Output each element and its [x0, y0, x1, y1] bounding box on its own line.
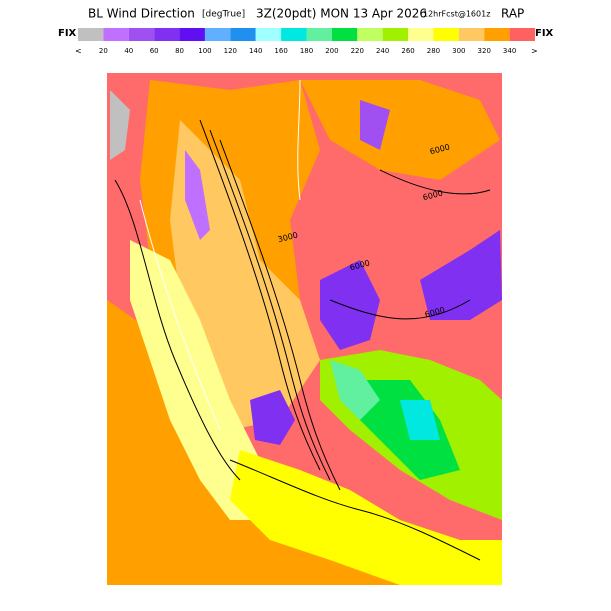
region-violet	[185, 150, 210, 240]
colorbar-label: 200	[325, 47, 338, 55]
valid-time: 3Z(20pdt) MON 13 Apr 2026	[256, 7, 427, 21]
contour-line	[114, 179, 241, 481]
colorbar-label: 300	[452, 47, 465, 55]
colorbar-label: 180	[300, 47, 313, 55]
colorbar-swatch	[128, 28, 155, 41]
colorbar-left-label: FIX	[58, 28, 77, 39]
colorbar-label: 80	[175, 47, 184, 55]
region-sea-green	[330, 360, 380, 420]
region-purple	[320, 260, 380, 350]
contour-line	[219, 139, 341, 491]
region-yellow	[230, 450, 502, 585]
colorbar-label: 60	[150, 47, 159, 55]
contour-line	[329, 299, 471, 320]
colorbar-label: 120	[224, 47, 237, 55]
colorbar-swatch	[357, 28, 383, 41]
contour-line	[379, 169, 491, 195]
colorbar: FIX FIX < > 20 40 60 80 100 120 140 160 180 200 22…	[58, 28, 554, 56]
forecast: 12hrFcst@1601z	[423, 10, 490, 19]
region-purple	[420, 230, 502, 320]
units: [degTrue]	[202, 10, 245, 20]
colorbar-swatch	[204, 28, 231, 41]
region-grey	[110, 90, 130, 160]
colorbar-right-label: FIX	[535, 28, 554, 39]
contour-line	[209, 129, 331, 481]
region-orange	[300, 80, 500, 180]
colorbar-label: 220	[351, 47, 364, 55]
colorbar-label: 280	[427, 47, 440, 55]
border-line	[297, 79, 301, 201]
region-pale-yellow	[130, 240, 300, 520]
colorbar-swatch	[306, 28, 332, 41]
colorbar-swatch	[382, 28, 409, 41]
colorbar-swatch	[78, 28, 104, 41]
model: RAP	[501, 7, 524, 21]
contour-line	[229, 459, 481, 561]
colorbar-label: 240	[376, 47, 389, 55]
region-purple	[360, 100, 390, 150]
colorbar-label: 160	[274, 47, 287, 55]
colorbar-swatch	[331, 28, 358, 41]
colorbar-label: 140	[249, 47, 262, 55]
low-marker: <	[75, 47, 82, 56]
contour-line-white	[139, 199, 221, 431]
region-purple	[250, 390, 295, 445]
colorbar-swatch	[154, 28, 180, 41]
colorbar-swatch	[408, 28, 434, 41]
colorbar-swatch	[458, 28, 485, 41]
colorbar-swatch	[230, 28, 256, 41]
colorbar-swatch	[433, 28, 459, 41]
colorbar-label: 20	[99, 47, 108, 55]
header: BL Wind Direction [degTrue] 3Z(20pdt) MO…	[88, 7, 524, 21]
colorbar-label: 100	[198, 47, 211, 55]
title: BL Wind Direction	[88, 7, 195, 21]
contour-line	[199, 119, 321, 471]
region-cyan	[400, 400, 440, 440]
high-marker: >	[531, 47, 538, 56]
colorbar-label: 260	[401, 47, 414, 55]
colorbar-label: 340	[503, 47, 516, 55]
colorbar-label: 320	[478, 47, 491, 55]
colorbar-swatch	[179, 28, 205, 41]
region-orange	[107, 300, 502, 585]
colorbar-swatch	[509, 28, 535, 41]
colorbar-label: 40	[124, 47, 133, 55]
colorbar-swatch	[255, 28, 282, 41]
map	[107, 73, 502, 585]
colorbar-swatch	[281, 28, 307, 41]
colorbar-swatch	[103, 28, 129, 41]
colorbar-swatch	[484, 28, 510, 41]
